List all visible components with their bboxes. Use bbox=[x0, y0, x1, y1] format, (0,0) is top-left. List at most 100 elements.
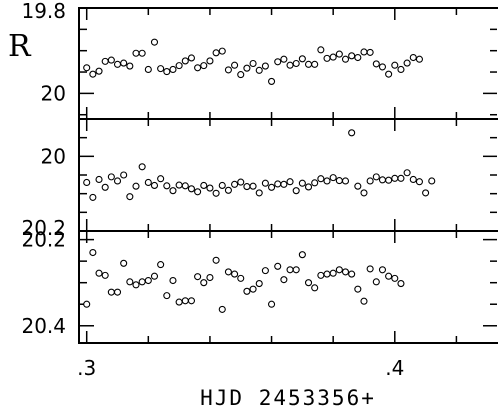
data-point bbox=[280, 180, 288, 188]
data-point bbox=[163, 292, 171, 300]
data-point bbox=[107, 288, 115, 296]
data-point bbox=[126, 193, 134, 201]
data-point bbox=[298, 55, 306, 63]
data-point bbox=[83, 64, 91, 72]
data-point bbox=[150, 38, 159, 46]
tick-labels: .3 .4 19.8 20 20 20.220.2 20.4 bbox=[21, 0, 404, 380]
data-point bbox=[249, 59, 257, 68]
data-point bbox=[329, 53, 337, 61]
data-point bbox=[163, 182, 171, 190]
data-point bbox=[354, 285, 362, 293]
data-point bbox=[200, 279, 208, 287]
data-point bbox=[218, 305, 226, 313]
y-tick-label: 20.2 bbox=[21, 228, 66, 252]
data-point bbox=[391, 61, 399, 69]
data-point bbox=[95, 269, 103, 277]
y-tick-label: 20.4 bbox=[21, 314, 66, 338]
data-point bbox=[200, 181, 208, 190]
data-point bbox=[385, 70, 393, 78]
data-point bbox=[385, 176, 393, 184]
data-point bbox=[126, 278, 134, 286]
data-point bbox=[89, 193, 97, 201]
data-point bbox=[329, 269, 337, 277]
data-point bbox=[181, 297, 189, 305]
data-point bbox=[348, 129, 356, 137]
data-point bbox=[274, 262, 282, 270]
data-point bbox=[224, 186, 232, 194]
data-point bbox=[126, 62, 134, 70]
data-point bbox=[95, 175, 103, 184]
data-point bbox=[268, 300, 276, 308]
data-point bbox=[249, 285, 257, 293]
data-point bbox=[181, 182, 189, 190]
data-point bbox=[280, 55, 288, 63]
data-point bbox=[360, 48, 368, 56]
data-point bbox=[95, 67, 103, 75]
data-point bbox=[249, 182, 257, 190]
data-point bbox=[206, 184, 214, 192]
y-axis-label: R bbox=[8, 29, 32, 64]
data-point bbox=[113, 177, 122, 185]
data-point bbox=[360, 297, 368, 305]
data-point bbox=[292, 266, 300, 274]
data-point bbox=[243, 64, 251, 72]
data-point bbox=[348, 270, 356, 278]
data-point bbox=[323, 54, 331, 62]
data-point bbox=[157, 261, 165, 269]
data-point bbox=[132, 49, 140, 57]
data-point bbox=[187, 185, 196, 193]
data-point bbox=[138, 49, 146, 57]
data-point bbox=[144, 276, 152, 285]
data-point bbox=[231, 61, 239, 69]
data-point bbox=[268, 183, 276, 191]
data-point bbox=[169, 187, 177, 195]
data-point bbox=[280, 276, 288, 284]
data-point bbox=[378, 176, 387, 184]
data-point bbox=[231, 180, 239, 188]
panel-frames bbox=[78, 7, 498, 344]
data-point bbox=[132, 182, 140, 190]
data-point bbox=[169, 276, 177, 285]
data-point bbox=[187, 297, 196, 305]
data-point bbox=[83, 178, 91, 187]
data-point bbox=[113, 60, 122, 68]
x-tick-label: .3 bbox=[77, 356, 96, 380]
data-point bbox=[194, 188, 202, 196]
data-point bbox=[274, 58, 282, 66]
data-point bbox=[144, 178, 152, 187]
data-point bbox=[224, 66, 232, 74]
data-point bbox=[372, 278, 380, 286]
data-point bbox=[323, 270, 331, 278]
data-point bbox=[366, 177, 374, 185]
data-point bbox=[360, 189, 368, 197]
data-point bbox=[378, 266, 387, 274]
data-point bbox=[218, 181, 226, 190]
data-point bbox=[286, 266, 294, 274]
data-point bbox=[329, 174, 337, 182]
data-point bbox=[397, 65, 405, 74]
data-point bbox=[372, 173, 380, 181]
data-point bbox=[212, 189, 220, 197]
data-point bbox=[422, 189, 430, 197]
data-point bbox=[181, 57, 189, 65]
data-point bbox=[101, 271, 109, 279]
data-point bbox=[304, 183, 313, 191]
data-point bbox=[175, 298, 183, 306]
x-axis-label: HJD 2453356+ bbox=[200, 386, 376, 410]
data-point bbox=[107, 173, 115, 181]
data-point bbox=[354, 182, 362, 190]
data-point bbox=[391, 274, 399, 282]
data-point bbox=[366, 48, 374, 56]
data-point bbox=[403, 59, 411, 67]
data-point bbox=[89, 248, 97, 257]
data-point bbox=[341, 177, 350, 185]
data-point bbox=[224, 268, 232, 276]
data-point bbox=[138, 278, 146, 286]
data-point bbox=[175, 62, 183, 70]
data-point bbox=[163, 68, 171, 76]
data-point bbox=[385, 272, 393, 280]
data-point bbox=[348, 52, 356, 60]
data-point bbox=[317, 46, 325, 54]
data-point bbox=[237, 274, 245, 282]
